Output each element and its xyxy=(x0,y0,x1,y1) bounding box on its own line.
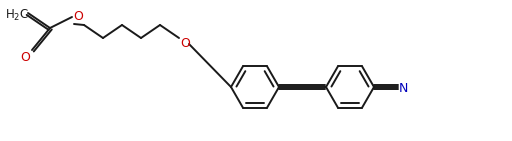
Text: O: O xyxy=(20,51,30,64)
Text: H$_2$C: H$_2$C xyxy=(5,8,29,23)
Text: N: N xyxy=(399,82,409,95)
Text: O: O xyxy=(180,37,190,50)
Text: O: O xyxy=(73,10,83,23)
